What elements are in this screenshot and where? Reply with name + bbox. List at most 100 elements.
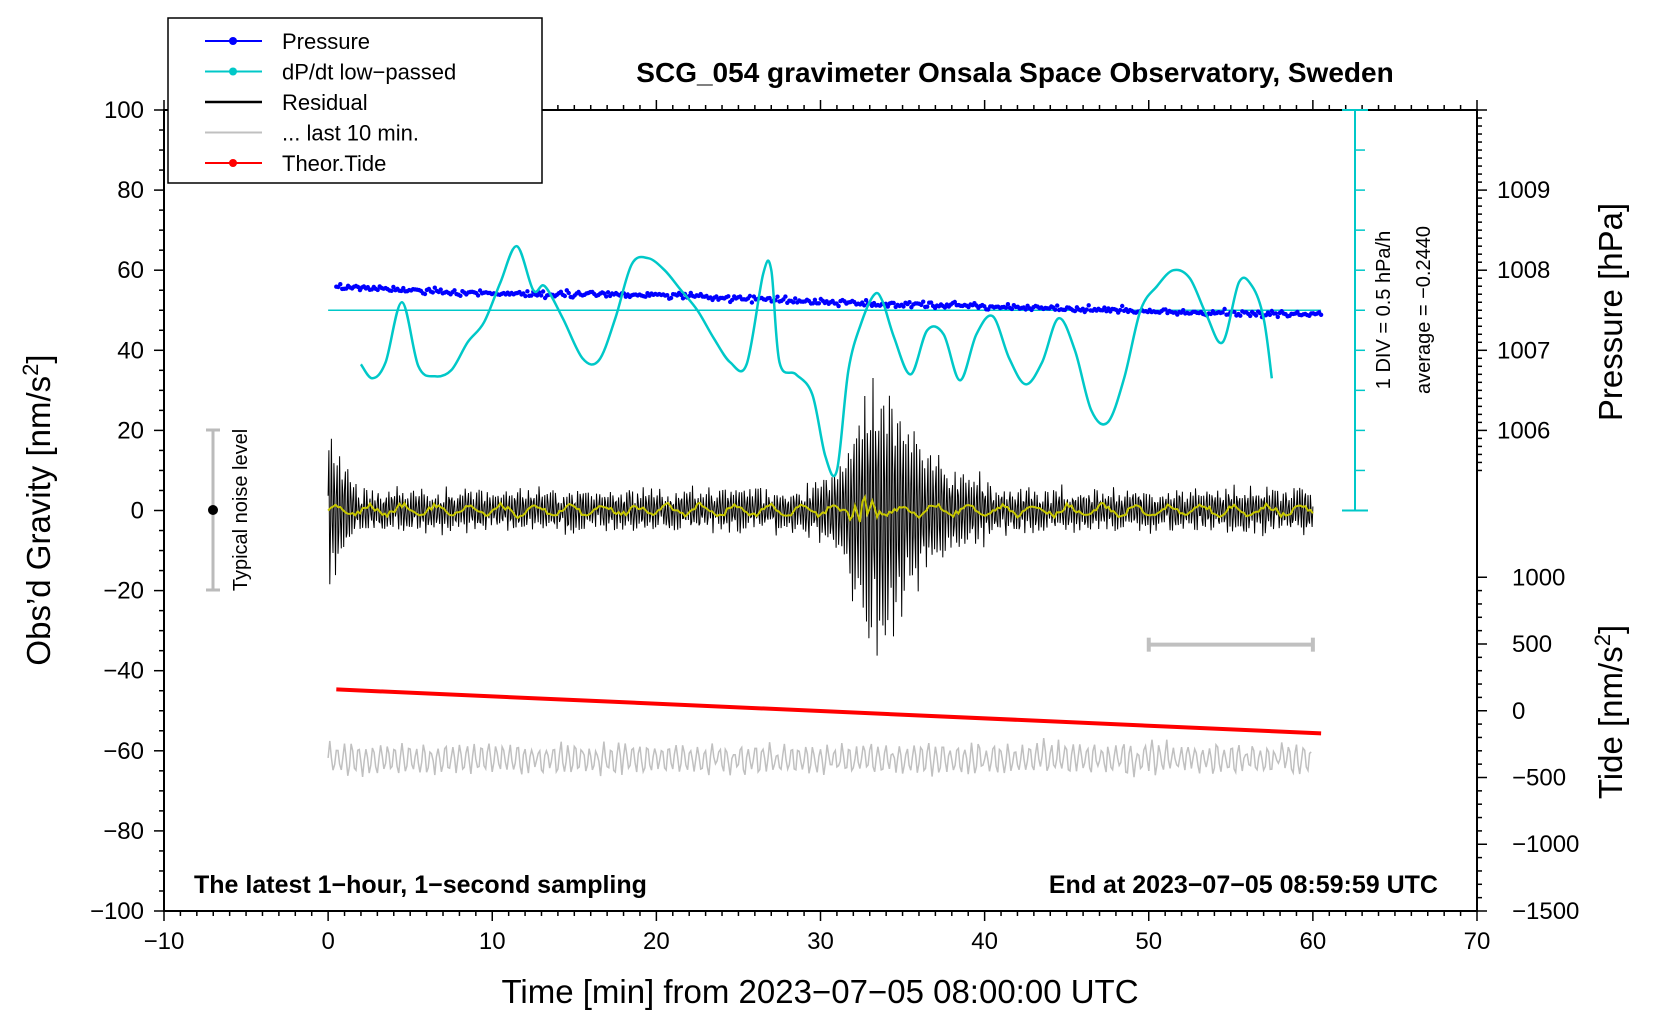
pressure-point [355,284,361,290]
legend-label: Pressure [282,29,370,54]
pressure-point [1220,310,1225,315]
y-tick-label: 100 [104,97,144,124]
pressure-point [810,301,816,306]
pressure-point [438,287,443,292]
legend: Pressure dP/dt low−passed Residual ... last… [167,17,543,184]
legend-swatch-marker [229,159,237,167]
legend-items: Pressure dP/dt low−passed Residual ... last… [205,29,456,176]
pressure-point [1086,303,1091,308]
pressure-point [525,289,530,294]
pressure-point [430,290,435,295]
pressure-point [375,287,380,293]
noise-center-dot [208,505,218,515]
pressure-point [422,291,428,297]
legend-label: Theor.Tide [282,151,386,176]
dpdt-scale-bar: 1 DIV = 0.5 hPa/h average = −0.2440 [1342,109,1435,512]
pressure-point [767,295,772,301]
pressure-point [836,303,841,309]
pressure-tick-label: 1007 [1497,337,1550,364]
dpdt-scale-label: 1 DIV = 0.5 hPa/h [1373,231,1395,389]
pressure-point [907,300,912,305]
pressure-point [643,294,648,299]
pressure-point [730,297,735,303]
y-tick-label: 40 [117,337,144,364]
legend-item: Pressure [205,29,370,54]
pressure-point [1181,308,1186,313]
pressure-point [1222,306,1227,312]
pressure-point [791,300,796,305]
pressure-point [680,296,686,301]
pressure-point [665,293,670,298]
pressure-point [1118,307,1123,313]
x-tick-label: 70 [1464,928,1491,955]
x-tick-label: 40 [971,928,998,955]
pressure-point [401,285,406,291]
pressure-point [391,284,396,290]
pressure-point [862,303,867,308]
pressure-point [925,304,930,309]
pressure-point [475,293,481,298]
pressure-point [1120,303,1125,309]
pressure-point [1003,305,1009,310]
pressure-tick-label: 1009 [1497,177,1550,204]
legend-item: Residual [205,90,368,115]
x-tick-label: 30 [807,928,834,955]
tide-tick-label: 500 [1512,631,1552,658]
legend-item: Theor.Tide [205,151,386,176]
pressure-point [783,294,788,299]
dpdt-series [359,244,1274,478]
pressure-point [678,292,684,298]
residual-series [327,377,1314,656]
pressure-tick-label: 1008 [1497,257,1550,284]
pressure-point [1232,309,1237,315]
pressure-point [1005,302,1011,307]
pressure-point [891,300,896,306]
pressure-point [793,296,798,301]
legend-label: ... last 10 min. [282,121,419,146]
y-tick-label: −40 [103,658,144,685]
pressure-point [540,289,546,294]
pressure-point [749,300,755,305]
pressure-point [1318,312,1324,317]
pressure-point [452,288,457,293]
x-tick-label: 60 [1300,928,1327,955]
y-tick-label: −100 [90,898,144,925]
pressure-point [1055,303,1060,308]
pressure-point [1053,307,1058,312]
x-tick-label: 10 [479,928,506,955]
tide-tick-label: −1500 [1512,898,1579,925]
pressure-point [714,294,719,299]
x-tick-label: −10 [144,928,185,955]
pressure-point [1072,308,1078,314]
pressure-point [604,294,609,299]
dpdt-scale-ticks [1342,109,1368,512]
legend-label: Residual [282,90,368,115]
y-tick-label: −60 [103,738,144,765]
tide-tick-label: −1000 [1512,831,1579,858]
legend-item: dP/dt low−passed [205,60,456,85]
pressure-point [1080,306,1086,311]
y-tick-label: 20 [117,417,144,444]
theor-tide-series [336,687,1322,736]
noise-level-indicator: Typical noise level [206,428,252,592]
tide-tick-label: −500 [1512,765,1566,792]
pressure-point [529,293,534,298]
x-tick-label: 20 [643,928,670,955]
pressure-point [901,304,906,309]
pressure-point [863,298,869,303]
pressure-point [952,299,957,305]
last-10min-series [327,738,1312,778]
pressure-point [1267,312,1273,317]
pressure-point [775,294,780,299]
pressure-point [566,290,571,296]
pressure-point [338,282,343,287]
y-tick-label: 60 [117,257,144,284]
y-tick-label: −80 [103,818,144,845]
legend-swatch-marker [229,67,237,76]
pressure-point [885,304,890,309]
y-axis-label: Obs’d Gravity [nm/s2] [18,354,57,665]
pressure-point [605,290,611,295]
pressure-point [921,299,926,304]
tide-axis-label: Tide [nm/s2] [1590,625,1629,799]
